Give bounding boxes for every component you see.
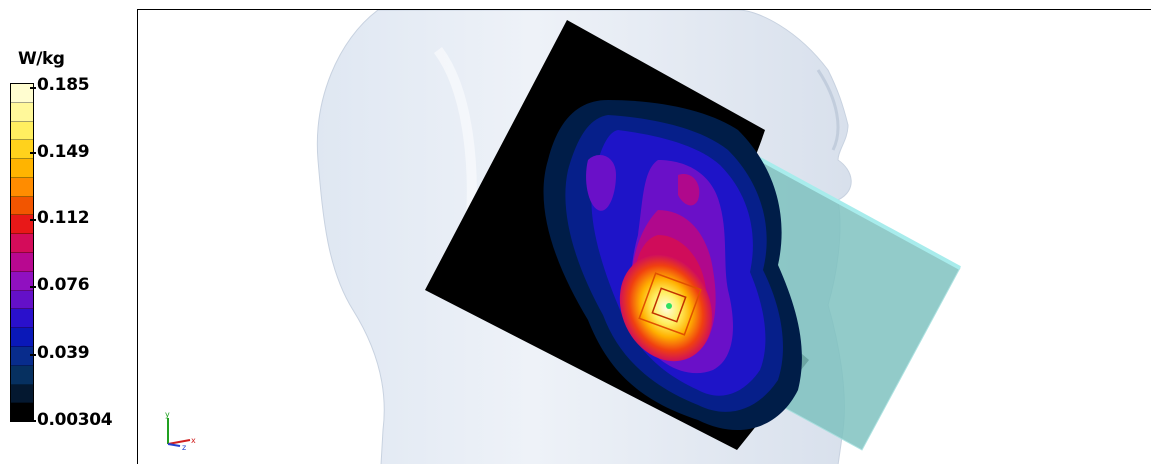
legend-color-swatch [11, 159, 33, 178]
legend-color-swatch [11, 84, 33, 103]
axis-x-label: x [191, 436, 196, 445]
legend-color-swatch [11, 177, 33, 197]
legend-color-swatch [11, 384, 33, 404]
sar-scene[interactable] [138, 10, 1151, 464]
legend-color-swatch [11, 271, 33, 291]
legend-color-swatch [11, 365, 33, 385]
color-legend: W/kg 0.185 0.149 0.112 0.076 0.039 0.003… [0, 0, 137, 464]
legend-color-swatch [11, 253, 33, 272]
legend-tick-2: 0.149 [37, 142, 90, 162]
legend-tick-4: 0.076 [37, 275, 90, 295]
legend-color-swatch [11, 328, 33, 347]
legend-color-swatch [11, 290, 33, 310]
legend-color-swatch [11, 140, 33, 160]
probe-cube-icon [638, 272, 702, 336]
legend-color-swatch [11, 346, 33, 366]
axis-z-label: z [182, 443, 186, 450]
legend-tick-mark [30, 286, 36, 288]
legend-tick-mark [30, 87, 36, 89]
color-scale-bar [10, 83, 34, 422]
legend-tick-max: 0.185 [37, 75, 90, 95]
legend-tick-mark [30, 354, 36, 356]
legend-tick-5: 0.039 [37, 343, 90, 363]
3d-viewport[interactable]: y x z [137, 9, 1151, 464]
legend-tick-3: 0.112 [37, 208, 90, 228]
legend-color-swatch [11, 403, 33, 422]
legend-tick-mark [30, 152, 36, 154]
axis-y-label: y [165, 410, 170, 419]
legend-unit-label: W/kg [18, 49, 65, 69]
axes-triad-icon: y x z [165, 410, 196, 450]
legend-tick-mark [30, 420, 36, 422]
legend-tick-min: 0.00304 [37, 410, 113, 430]
sar-distribution-map [543, 100, 802, 430]
legend-tick-mark [30, 219, 36, 221]
legend-color-swatch [11, 196, 33, 216]
legend-color-swatch [11, 234, 33, 254]
legend-color-swatch [11, 309, 33, 329]
legend-color-swatch [11, 215, 33, 235]
legend-color-swatch [11, 102, 33, 122]
legend-color-swatch [11, 121, 33, 141]
